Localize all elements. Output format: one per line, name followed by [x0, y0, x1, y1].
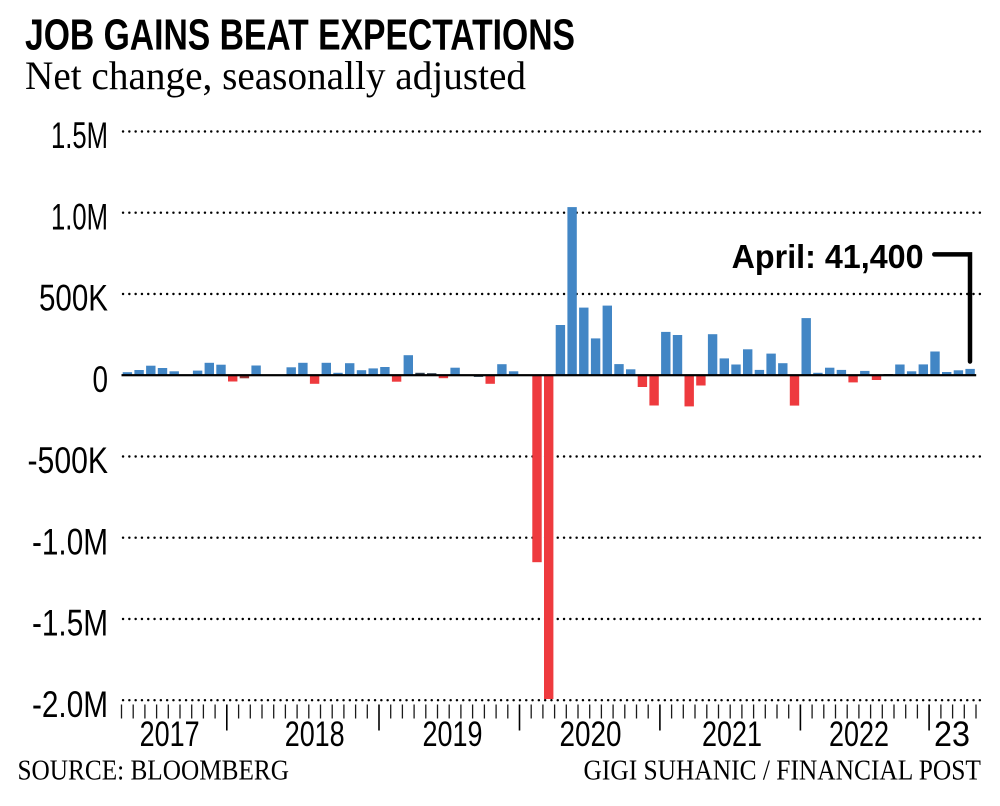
svg-text:23: 23 [934, 715, 970, 754]
svg-text:1.5M: 1.5M [51, 115, 108, 156]
svg-text:GIGI SUHANIC / FINANCIAL POST: GIGI SUHANIC / FINANCIAL POST [584, 756, 981, 787]
svg-text:JOB GAINS BEAT EXPECTATIONS: JOB GAINS BEAT EXPECTATIONS [25, 11, 575, 59]
svg-text:1.0M: 1.0M [51, 196, 108, 237]
svg-text:-2.0M: -2.0M [32, 684, 108, 725]
svg-text:2021: 2021 [702, 715, 762, 754]
svg-text:Net change, seasonally adjuste: Net change, seasonally adjusted [25, 53, 526, 98]
svg-text:2019: 2019 [423, 715, 483, 754]
svg-text:500K: 500K [39, 278, 108, 319]
svg-text:April: 41,400: April: 41,400 [732, 238, 924, 275]
svg-text:2020: 2020 [560, 715, 622, 754]
svg-text:-1.5M: -1.5M [32, 603, 108, 644]
svg-text:2018: 2018 [285, 715, 345, 754]
svg-text:-1.0M: -1.0M [32, 521, 108, 562]
svg-text:-500K: -500K [28, 440, 109, 481]
svg-text:SOURCE: BLOOMBERG: SOURCE: BLOOMBERG [18, 756, 290, 787]
svg-text:2022: 2022 [829, 715, 889, 754]
svg-text:0: 0 [93, 359, 109, 400]
svg-text:2017: 2017 [140, 715, 200, 754]
